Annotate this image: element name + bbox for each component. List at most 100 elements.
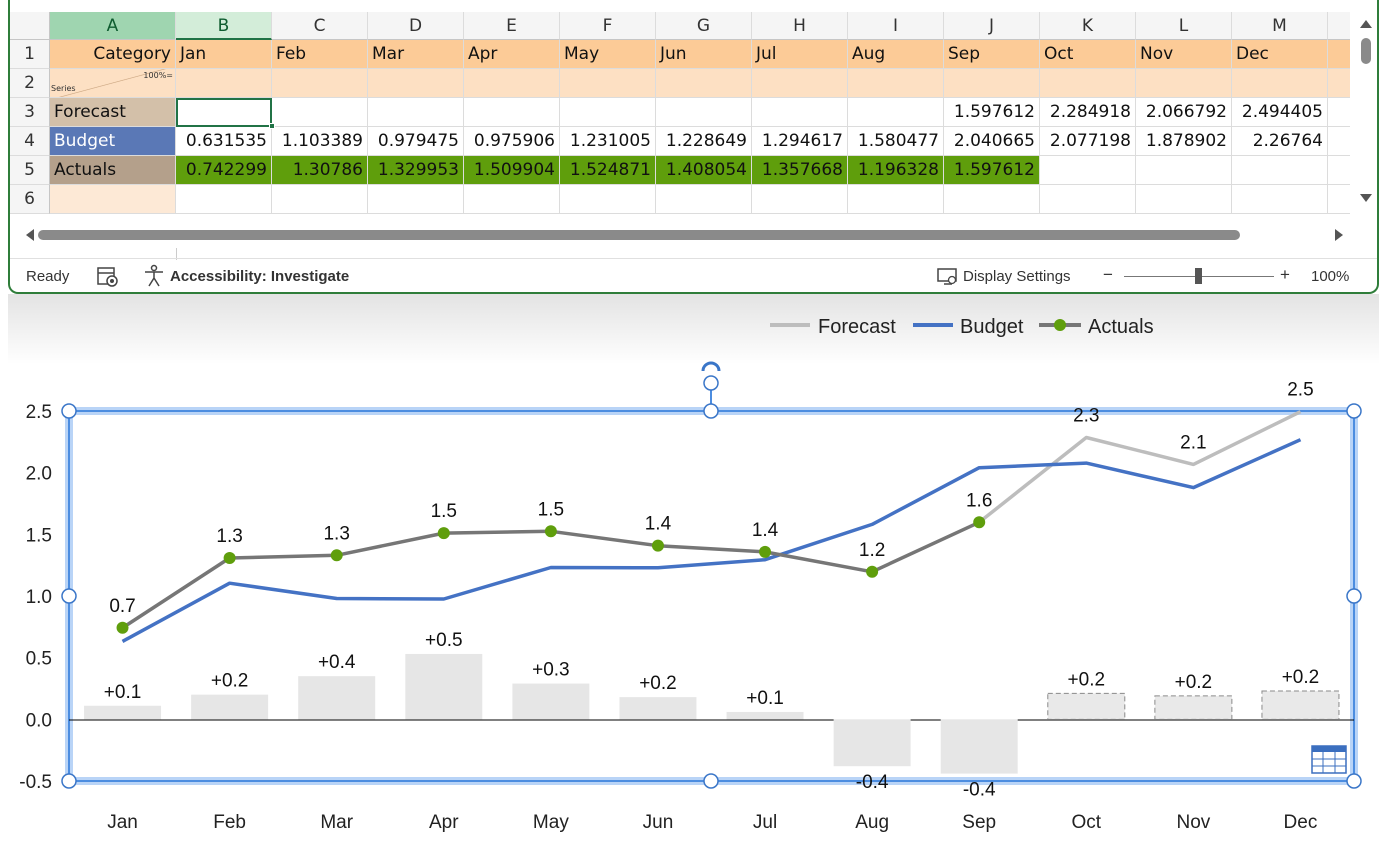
cell-row2[interactable] — [464, 69, 560, 98]
cell-actuals-value[interactable]: 1.196328 — [848, 156, 944, 185]
cell-forecast-n[interactable] — [1328, 98, 1350, 127]
cell-actuals-label[interactable]: Actuals — [50, 156, 176, 185]
macro-recording-icon[interactable] — [96, 265, 120, 289]
zoom-slider-thumb[interactable] — [1195, 268, 1202, 284]
column-header-b[interactable]: B — [176, 12, 272, 40]
chart-legend[interactable]: Forecast Budget Actuals — [770, 316, 1154, 338]
cell-forecast-value[interactable] — [368, 98, 464, 127]
cell-month-header[interactable]: Oct — [1040, 40, 1136, 69]
cell-forecast-value[interactable] — [848, 98, 944, 127]
cell-budget-value[interactable]: 1.103389 — [272, 127, 368, 156]
cell-row6[interactable] — [848, 185, 944, 214]
row-header-5[interactable]: 5 — [10, 156, 50, 185]
accessibility-icon[interactable] — [142, 264, 166, 288]
data-table-icon[interactable] — [1311, 745, 1347, 774]
column-header-d[interactable]: D — [368, 12, 464, 40]
cell-actuals-value[interactable]: 1.597612 — [944, 156, 1040, 185]
cell-month-header[interactable]: May — [560, 40, 656, 69]
cell-row6[interactable] — [464, 185, 560, 214]
cell-forecast-label[interactable]: Forecast — [50, 98, 176, 127]
cell-forecast-value[interactable]: 1.597612 — [944, 98, 1040, 127]
column-header-e[interactable]: E — [464, 12, 560, 40]
fill-handle[interactable] — [269, 123, 275, 129]
cell-row6[interactable] — [752, 185, 848, 214]
cell-forecast-value[interactable]: 2.066792 — [1136, 98, 1232, 127]
accessibility-status[interactable]: Accessibility: Investigate — [170, 268, 350, 285]
cell-actuals-n[interactable] — [1328, 156, 1350, 185]
cell-row2[interactable] — [848, 69, 944, 98]
cell-actuals-value[interactable]: 1.30786 — [272, 156, 368, 185]
cell-row6[interactable] — [1136, 185, 1232, 214]
cell-row2[interactable] — [752, 69, 848, 98]
column-header-f[interactable]: F — [560, 12, 656, 40]
active-cell-b3[interactable] — [176, 98, 272, 127]
worksheet-grid[interactable]: A B C D E F G H I J K L M 1 2 3 4 5 6 Ca… — [10, 0, 1350, 216]
cell-row2[interactable] — [1232, 69, 1328, 98]
cell-actuals-value[interactable] — [1232, 156, 1328, 185]
cell-budget-label[interactable]: Budget — [50, 127, 176, 156]
cell-month-header[interactable]: Apr — [464, 40, 560, 69]
vertical-scrollbar[interactable] — [1354, 12, 1377, 212]
cell-actuals-value[interactable] — [1136, 156, 1232, 185]
cell-forecast-value[interactable] — [752, 98, 848, 127]
cell-row6[interactable] — [176, 185, 272, 214]
cell-month-header[interactable]: Aug — [848, 40, 944, 69]
cell-forecast-value[interactable] — [464, 98, 560, 127]
cell-row2[interactable] — [1136, 69, 1232, 98]
cell-month-header[interactable]: Jul — [752, 40, 848, 69]
cell-row2[interactable] — [1040, 69, 1136, 98]
selection-handles[interactable] — [61, 361, 1362, 789]
cell-month-header[interactable]: Nov — [1136, 40, 1232, 69]
cell-budget-value[interactable]: 0.979475 — [368, 127, 464, 156]
cell-forecast-value[interactable] — [272, 98, 368, 127]
cell-row6[interactable] — [1328, 185, 1350, 214]
cell-forecast-value[interactable]: 2.494405 — [1232, 98, 1328, 127]
cell-month-header[interactable]: Jun — [656, 40, 752, 69]
cell-budget-value[interactable]: 0.975906 — [464, 127, 560, 156]
horizontal-scrollbar[interactable] — [10, 218, 1358, 250]
cell-row2[interactable] — [368, 69, 464, 98]
cell-budget-value[interactable]: 2.040665 — [944, 127, 1040, 156]
column-header-j[interactable]: J — [944, 12, 1040, 40]
cell-budget-value[interactable]: 1.231005 — [560, 127, 656, 156]
cell-row2[interactable] — [176, 69, 272, 98]
cell-actuals-value[interactable]: 0.742299 — [176, 156, 272, 185]
column-header-i[interactable]: I — [848, 12, 944, 40]
column-header-g[interactable]: G — [656, 12, 752, 40]
cell-row6[interactable] — [560, 185, 656, 214]
row-header-4[interactable]: 4 — [10, 127, 50, 156]
column-header-m[interactable]: M — [1232, 12, 1328, 40]
row-header-1[interactable]: 1 — [10, 40, 50, 69]
cell-a2[interactable]: 100%= Series — [50, 69, 176, 98]
cell-a6[interactable] — [50, 185, 176, 214]
cell-forecast-value[interactable] — [560, 98, 656, 127]
cell-budget-value[interactable]: 1.228649 — [656, 127, 752, 156]
cell-budget-value[interactable]: 2.26764 — [1232, 127, 1328, 156]
column-header-a[interactable]: A — [50, 12, 176, 40]
cell-row6[interactable] — [1232, 185, 1328, 214]
cell-row2[interactable] — [1328, 69, 1350, 98]
cell-row2[interactable] — [656, 69, 752, 98]
cell-actuals-value[interactable]: 1.357668 — [752, 156, 848, 185]
cell-row6[interactable] — [368, 185, 464, 214]
cell-budget-value[interactable]: 1.580477 — [848, 127, 944, 156]
cell-actuals-value[interactable] — [1040, 156, 1136, 185]
select-all-corner[interactable] — [10, 12, 50, 40]
cell-budget-value[interactable]: 2.077198 — [1040, 127, 1136, 156]
zoom-out-button[interactable]: − — [1103, 265, 1113, 284]
cell-month-header[interactable]: Mar — [368, 40, 464, 69]
zoom-in-button[interactable]: + — [1280, 265, 1290, 284]
cell-budget-n[interactable] — [1328, 127, 1350, 156]
cell-row2[interactable] — [272, 69, 368, 98]
column-header-k[interactable]: K — [1040, 12, 1136, 40]
cell-actuals-value[interactable]: 1.329953 — [368, 156, 464, 185]
cell-forecast-value[interactable] — [656, 98, 752, 127]
cell-row6[interactable] — [656, 185, 752, 214]
cell-actuals-value[interactable]: 1.524871 — [560, 156, 656, 185]
cell-budget-value[interactable]: 1.878902 — [1136, 127, 1232, 156]
cell-month-header[interactable]: Sep — [944, 40, 1040, 69]
cell-row6[interactable] — [944, 185, 1040, 214]
cell-actuals-value[interactable]: 1.509904 — [464, 156, 560, 185]
cell-row6[interactable] — [1040, 185, 1136, 214]
cell-n1[interactable] — [1328, 40, 1350, 69]
